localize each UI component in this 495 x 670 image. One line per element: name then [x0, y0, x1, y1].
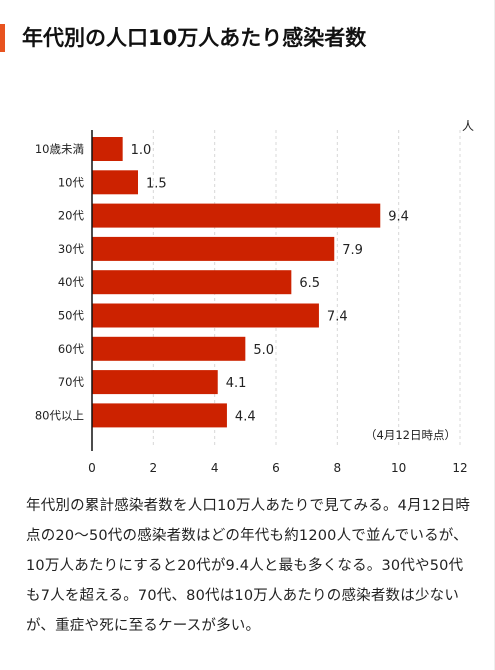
category-label: 30代	[58, 242, 85, 256]
bar	[92, 203, 381, 228]
bar	[92, 236, 335, 261]
bar	[92, 336, 246, 361]
chart-annotation: （4月12日時点）	[365, 428, 456, 442]
x-tick-label: 0	[88, 461, 96, 475]
bar	[92, 403, 227, 428]
category-label: 60代	[58, 342, 85, 356]
bar	[92, 270, 292, 295]
chart-description: 年代別の累計感染者数を人口10万人あたりで見てみる。4月12日時点の20〜50代…	[26, 498, 471, 634]
x-tick-label: 4	[211, 461, 219, 475]
x-tick-label: 8	[334, 461, 342, 475]
title-accent-bar	[0, 24, 5, 52]
value-label: 1.0	[131, 143, 152, 158]
bar	[92, 170, 138, 195]
category-label: 40代	[58, 275, 85, 289]
title-row: 年代別の人口10万人あたり感染者数	[0, 24, 495, 54]
category-label: 10代	[58, 175, 85, 189]
chart-title: 年代別の人口10万人あたり感染者数	[22, 26, 367, 50]
category-label: 80代以上	[35, 408, 84, 422]
category-label: 70代	[58, 375, 85, 389]
unit-label: 人	[462, 119, 474, 133]
bars	[92, 137, 381, 428]
value-label: 4.1	[226, 376, 247, 391]
value-label: 5.0	[253, 343, 274, 358]
bar	[92, 370, 218, 395]
x-tick-label: 10	[391, 461, 406, 475]
value-label: 7.4	[327, 310, 348, 325]
chart-area: 0 2 4 6 8 10 12 10歳未満 1.0 10代 1.5 20代 9.4 30代 7.9 40代 6.…	[0, 110, 495, 485]
value-label: 6.5	[299, 276, 320, 291]
bar	[92, 303, 319, 328]
x-tick-label: 12	[452, 461, 467, 475]
category-label: 20代	[58, 209, 85, 223]
value-label: 1.5	[146, 176, 167, 191]
value-label: 9.4	[388, 210, 409, 225]
bar-chart: 0 2 4 6 8 10 12 10歳未満 1.0 10代 1.5 20代 9.4 30代 7.9 40代 6.…	[35, 119, 474, 475]
labels: 0 2 4 6 8 10 12 10歳未満 1.0 10代 1.5 20代 9.4 30代 7.9 40代 6.…	[35, 142, 468, 475]
value-label: 7.9	[342, 243, 363, 258]
category-label: 10歳未満	[35, 142, 84, 156]
x-tick-label: 6	[272, 461, 280, 475]
category-label: 50代	[58, 309, 85, 323]
value-label: 4.4	[235, 409, 256, 424]
x-tick-label: 2	[150, 461, 158, 475]
bar	[92, 137, 123, 161]
